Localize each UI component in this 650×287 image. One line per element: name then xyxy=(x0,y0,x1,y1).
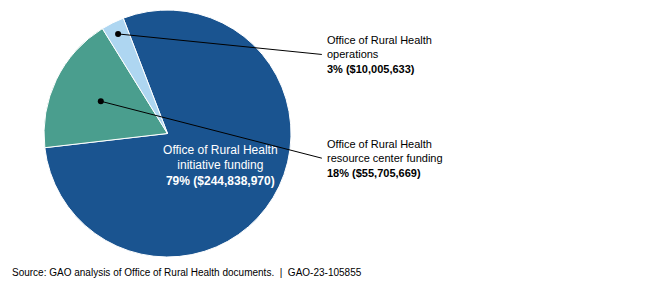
svg-text:Source: GAO analysis of Office: Source: GAO analysis of Office of Rural … xyxy=(12,267,362,278)
svg-text:Office of Rural Healthinitiati: Office of Rural Healthinitiative funding… xyxy=(163,143,277,188)
svg-text:Office of Rural Healthresource: Office of Rural Healthresource center fu… xyxy=(327,138,443,179)
svg-text:Office of Rural Healthoperatio: Office of Rural Healthoperations3% ($10,… xyxy=(327,34,432,75)
